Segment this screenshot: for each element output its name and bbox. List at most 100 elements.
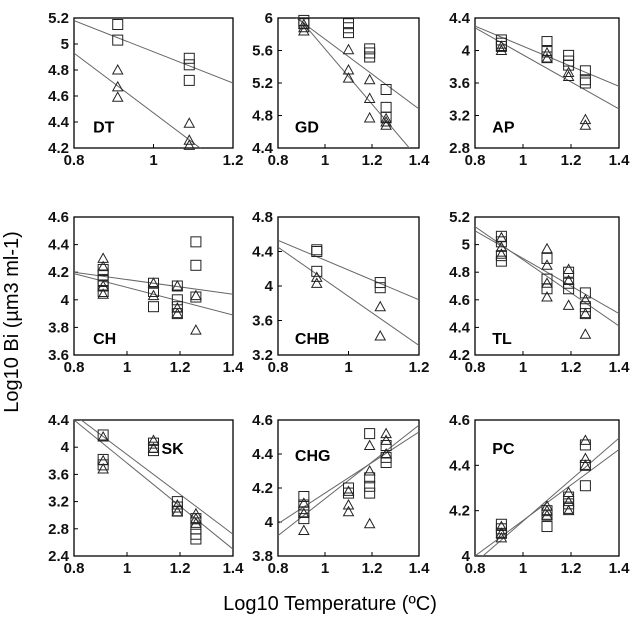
y-tick-label: 5 [462,237,470,254]
x-tick-label: 1.2 [362,152,383,169]
panel-dt: 0.8 1 1.2 4.2 4.4 4.6 4.8 5 5.2 DT [48,10,243,169]
triangle-marker [562,274,575,285]
triangle-marker [190,324,202,335]
triangle-marker [183,117,196,128]
square-marker [495,250,507,262]
triangle-marker [495,531,508,543]
y-tick-label: 4 [462,43,471,60]
triangle-marker [111,91,124,102]
square-marker [579,480,591,492]
triangle-marker [541,504,553,516]
triangle-marker [495,527,508,538]
triangle-marker [342,505,355,517]
x-tick-label: 1.2 [170,359,191,376]
plot-frame [474,216,620,356]
y-axis-label: Log10 Bi (µm3 ml-1) [1,231,23,413]
triangle-marker [541,242,553,254]
triangle-marker [342,43,355,55]
panel-label: AP [492,119,515,136]
trend-line [74,420,233,550]
y-tick-label: 4.6 [48,209,69,226]
square-marker [563,283,575,295]
triangle-marker [298,21,310,33]
x-tick-label: 1 [519,560,527,577]
triangle-marker [495,40,508,51]
square-marker [97,286,109,298]
triangle-marker [562,66,575,77]
trend-lines [295,18,419,148]
triangle-marker [380,119,392,130]
triangle-marker [363,517,376,529]
x-tick-label: 1.4 [409,560,431,577]
square-marker [148,286,159,298]
square-marker [183,74,195,86]
x-tick-label: 1.2 [561,560,582,577]
trend-line [74,273,233,316]
x-tick-label: 1 [344,359,352,376]
trend-lines [74,20,233,148]
trend-lines [74,420,233,550]
y-tick-label: 4 [61,439,70,456]
triangle-marker [579,113,592,125]
trend-line [278,246,419,346]
triangle-marker [171,307,184,319]
trend-lines [475,226,619,327]
triangle-marker [298,18,310,29]
triangle-marker [495,520,508,532]
y-tick-label: 4.4 [449,457,471,474]
y-tick-label: 4.8 [48,62,69,79]
triangle-marker [579,459,592,470]
trend-lines [278,239,419,346]
triangle-marker [562,495,575,507]
x-tick-label: 0.8 [268,560,289,577]
square-marker [380,111,392,123]
triangle-marker [111,63,124,75]
square-marker [97,274,109,286]
panel-label: CHG [295,448,331,465]
triangle-marker [298,507,310,518]
triangle-marker [380,434,392,445]
triangle-marker [147,442,160,454]
x-tick-label: 1.2 [170,560,191,577]
square-marker [495,255,507,267]
triangle-marker [310,271,323,282]
square-marker [364,47,376,59]
square-marker [541,252,553,264]
square-marker [563,55,575,67]
triangle-marker [111,80,124,92]
trend-line [278,431,419,525]
square-marker [148,445,159,457]
triangle-marker [147,277,160,288]
square-marker [183,59,195,71]
triangle-marker [495,248,508,259]
panel-label: CH [93,331,116,348]
y-tick-label: 4.4 [252,446,274,463]
x-tick-label: 1.2 [362,560,383,577]
square-marker [311,265,323,277]
y-tick-label: 4.4 [449,319,471,336]
x-axis-label: Log10 Temperature (ºC) [223,593,437,615]
y-tick-label: 4 [265,514,274,531]
triangle-marker [380,115,392,127]
y-tick-label: 5.2 [252,75,273,92]
square-marker [563,502,575,514]
x-tick-label: 1 [519,152,527,169]
x-tick-label: 0.8 [64,359,85,376]
panel-tl: 0.8 1 1.2 1.4 4.2 4.4 4.6 4.8 5 5.2 TL [449,209,630,376]
x-tick-label: 1 [321,560,329,577]
triangle-marker [171,498,184,510]
trend-line [475,230,619,315]
y-tick-label: 4 [462,548,471,565]
triangle-marker [541,291,553,302]
triangle-marker [562,263,575,274]
y-tick-label: 3.2 [449,108,470,125]
square-marker [148,301,159,313]
triangle-marker [363,439,376,450]
y-tick-label: 3.2 [252,347,273,364]
y-tick-label: 4.4 [48,237,70,254]
x-tick-label: 1.4 [409,152,431,169]
trend-line [74,20,233,84]
x-tick-label: 1.2 [409,359,430,376]
trend-line [74,52,201,148]
panel-ap: 0.8 1 1.2 1.4 2.8 3.2 3.6 4 4.4 AP [449,10,630,169]
